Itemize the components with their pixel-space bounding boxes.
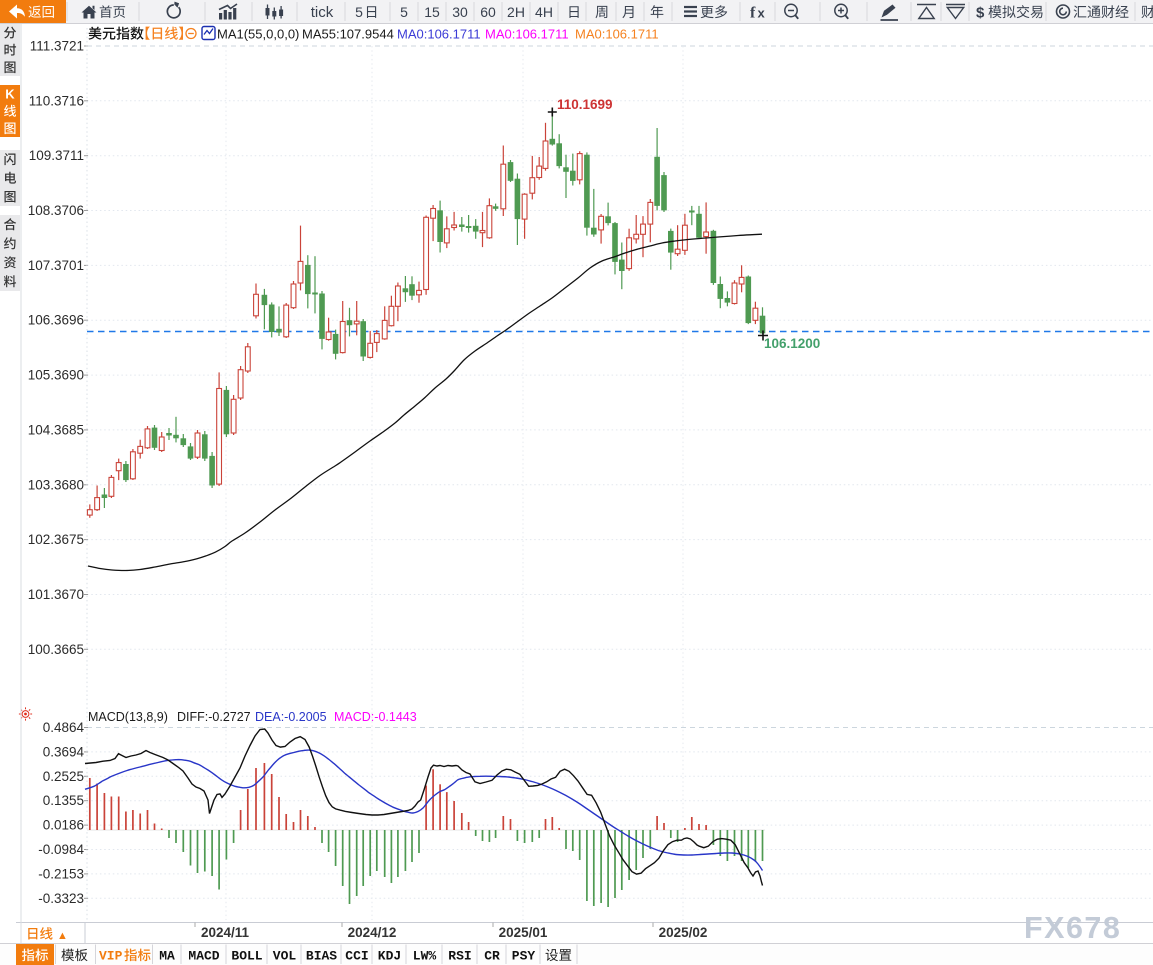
svg-text:BIAS: BIAS	[306, 949, 337, 964]
svg-text:MA55:107.9544: MA55:107.9544	[302, 27, 394, 42]
svg-text:VOL: VOL	[273, 949, 297, 964]
svg-text:102.3675: 102.3675	[28, 532, 84, 547]
svg-text:MA0:106.1711: MA0:106.1711	[575, 27, 659, 42]
svg-text:MA1(55,0,0,0): MA1(55,0,0,0)	[217, 27, 299, 42]
svg-text:5: 5	[400, 4, 408, 20]
svg-text:-0.2153: -0.2153	[38, 866, 84, 881]
svg-text:tick: tick	[311, 4, 334, 21]
svg-text:106.3696: 106.3696	[28, 313, 84, 328]
svg-text:FX678: FX678	[1024, 911, 1121, 945]
svg-text:-0.0984: -0.0984	[38, 842, 84, 857]
svg-text:MA0:106.1711: MA0:106.1711	[485, 27, 569, 42]
svg-text:VIP: VIP	[99, 949, 123, 964]
svg-text:0.3694: 0.3694	[43, 744, 85, 759]
svg-text:$: $	[976, 5, 985, 22]
svg-text:MACD:-0.1443: MACD:-0.1443	[334, 710, 417, 724]
svg-text:RSI: RSI	[448, 949, 471, 964]
svg-text:110.3716: 110.3716	[29, 93, 84, 108]
svg-text:K: K	[5, 86, 15, 101]
svg-text:104.3685: 104.3685	[28, 422, 84, 437]
svg-text:2025/01: 2025/01	[499, 925, 548, 940]
svg-text:MA: MA	[159, 949, 175, 964]
svg-text:x: x	[758, 6, 766, 21]
svg-text:100.3665: 100.3665	[28, 642, 84, 657]
svg-text:2H: 2H	[507, 4, 525, 20]
svg-text:107.3701: 107.3701	[28, 258, 84, 273]
svg-text:-0.3323: -0.3323	[38, 891, 84, 906]
svg-text:4H: 4H	[535, 4, 553, 20]
svg-text:60: 60	[480, 4, 496, 20]
svg-text:103.3680: 103.3680	[28, 477, 84, 492]
svg-text:MACD(13,8,9): MACD(13,8,9)	[88, 710, 168, 724]
svg-text:BOLL: BOLL	[231, 949, 262, 964]
svg-text:CCI: CCI	[345, 949, 368, 964]
svg-text:DEA:-0.2005: DEA:-0.2005	[255, 710, 327, 724]
svg-text:105.3690: 105.3690	[28, 368, 84, 383]
svg-text:15: 15	[424, 4, 440, 20]
svg-text:MACD: MACD	[188, 949, 219, 964]
svg-text:30: 30	[452, 4, 468, 20]
svg-text:5: 5	[355, 4, 363, 20]
svg-text:109.3711: 109.3711	[29, 148, 84, 163]
svg-text:101.3670: 101.3670	[28, 587, 84, 602]
svg-text:0.4864: 0.4864	[43, 720, 85, 735]
svg-text:2024/12: 2024/12	[348, 925, 397, 940]
svg-text:▲: ▲	[57, 930, 68, 942]
svg-text:106.1200: 106.1200	[764, 336, 820, 351]
svg-text:f: f	[750, 5, 756, 22]
svg-text:KDJ: KDJ	[378, 949, 401, 964]
svg-text:2024/11: 2024/11	[201, 925, 250, 940]
svg-text:0.1355: 0.1355	[43, 793, 84, 808]
svg-text:PSY: PSY	[512, 949, 536, 964]
svg-text:111.3721: 111.3721	[30, 39, 84, 54]
svg-text:108.3706: 108.3706	[28, 203, 84, 218]
svg-text:MA0:106.1711: MA0:106.1711	[397, 27, 481, 42]
svg-text:0.2525: 0.2525	[43, 769, 84, 784]
svg-text:DIFF:-0.2727: DIFF:-0.2727	[177, 710, 251, 724]
svg-text:LW%: LW%	[413, 949, 437, 964]
svg-text:110.1699: 110.1699	[557, 97, 613, 112]
svg-text:2025/02: 2025/02	[659, 925, 708, 940]
svg-text:0.0186: 0.0186	[43, 818, 84, 833]
svg-text:CR: CR	[484, 949, 500, 964]
